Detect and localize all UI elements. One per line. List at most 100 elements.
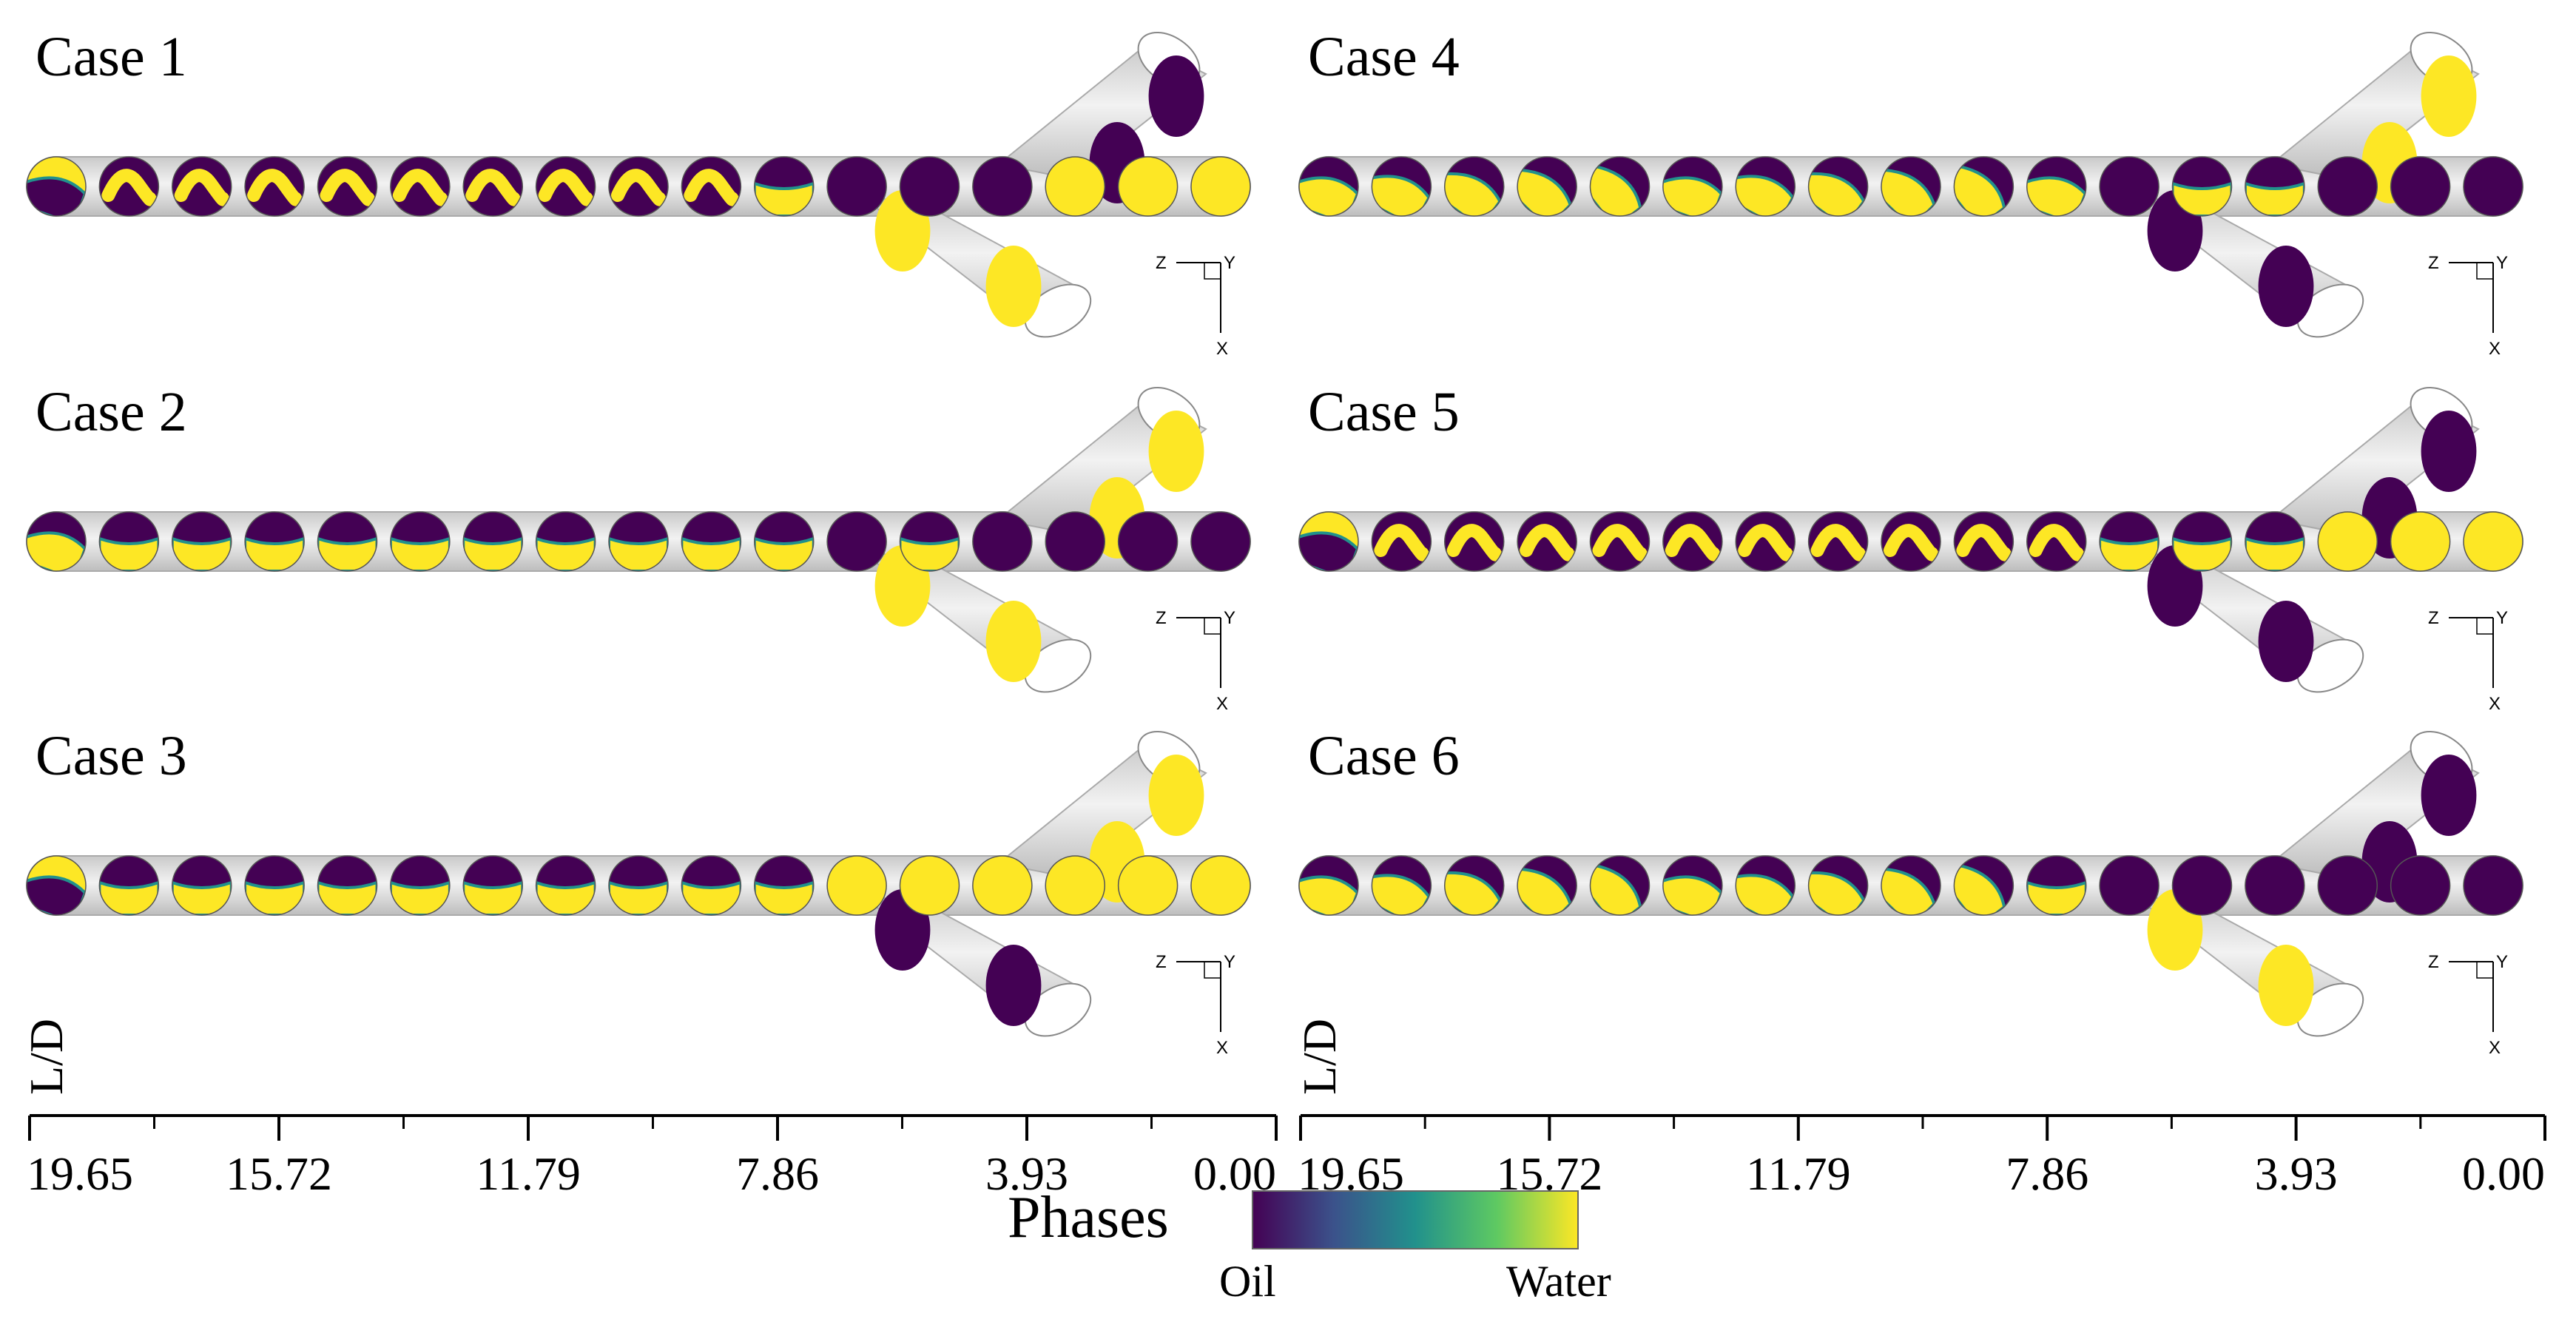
- section-outline: [826, 511, 887, 572]
- section-outline: [1045, 511, 1105, 572]
- pipe-cross-section: [244, 156, 305, 217]
- case-panel-6: Case 6 Z Y X: [1298, 725, 2523, 1058]
- phase-region: [463, 880, 523, 915]
- lower-branch-section: [985, 601, 1042, 682]
- phase-region: [1590, 864, 1642, 915]
- triad-y-label: Y: [1224, 608, 1235, 628]
- triad-y-label: Y: [2496, 608, 2508, 628]
- pipe-cross-section: [2463, 855, 2523, 916]
- pipe-cross-section: [2390, 511, 2451, 572]
- orientation-triad: Z Y X: [2428, 952, 2508, 1058]
- phase-region: [1520, 524, 1575, 561]
- section-outline: [1662, 855, 1723, 916]
- section-outline: [2099, 156, 2159, 217]
- phase-region: [99, 536, 159, 571]
- pipe-cross-section: [1371, 156, 1432, 217]
- lower-branch-outlet: [1024, 982, 1092, 1037]
- pipe-cross-section: [1045, 156, 1105, 217]
- pipe-cross-section: [608, 156, 669, 217]
- phase-region: [390, 880, 450, 915]
- section-fill: [1191, 856, 1250, 915]
- section-outline: [1735, 511, 1796, 572]
- phase-region: [463, 536, 523, 571]
- lower-branch-outlet: [1024, 283, 1092, 338]
- pipe-cross-section: [1190, 156, 1251, 217]
- section-outline: [826, 855, 887, 916]
- pipe-cross-section: [1517, 156, 1577, 217]
- pipe-cross-section: [608, 855, 669, 916]
- phase-region: [538, 169, 594, 206]
- section-outline: [98, 156, 160, 217]
- section-outline: [317, 156, 378, 217]
- pipe-cross-section: [2026, 156, 2087, 217]
- pipe-cross-section: [98, 156, 160, 217]
- pipe-cross-section: [2390, 855, 2451, 916]
- section-outline: [1371, 156, 1432, 217]
- phase-colorbar: [1252, 1190, 1579, 1249]
- section-outline: [98, 511, 160, 572]
- phase-region: [2100, 536, 2159, 571]
- orientation-triad: Z Y X: [1156, 608, 1235, 714]
- pipe-cross-section: [2317, 156, 2378, 217]
- section-fill: [1045, 856, 1105, 915]
- tick-label: 15.72: [226, 1147, 332, 1200]
- section-outline: [462, 156, 523, 217]
- section-outline: [2026, 156, 2087, 217]
- case-title: Case 4: [1308, 26, 1460, 88]
- case-title: Case 6: [1308, 725, 1460, 787]
- phase-region: [536, 880, 596, 915]
- pipe-cross-section: [317, 855, 378, 916]
- phase-region: [609, 880, 668, 915]
- pipe-cross-section: [1117, 855, 1179, 916]
- section-outline: [1298, 156, 1359, 217]
- phase-region: [320, 169, 376, 206]
- section-outline: [1589, 511, 1651, 572]
- pipe-scene: Z Y X: [1298, 386, 2523, 714]
- section-outline: [26, 156, 87, 217]
- section-outline: [2463, 156, 2523, 217]
- pipe-cross-section: [681, 156, 742, 217]
- section-outline: [1045, 855, 1105, 916]
- legend-title: Phases: [1008, 1185, 1169, 1250]
- phase-region: [1517, 168, 1572, 216]
- section-outline: [608, 855, 669, 916]
- section-outline: [681, 156, 742, 217]
- tick-label: 3.93: [985, 1147, 1068, 1200]
- pipe-cross-section: [317, 511, 378, 572]
- pipe-cross-section: [317, 156, 378, 217]
- section-outline: [244, 855, 305, 916]
- phase-region: [1954, 165, 2006, 216]
- legend-max-label: Water: [1506, 1257, 1611, 1306]
- case-title: Case 5: [1308, 381, 1460, 443]
- section-outline: [1953, 855, 2014, 916]
- pipe-cross-section: [1190, 855, 1251, 916]
- lower-branch-outlet: [2296, 982, 2364, 1037]
- section-outline: [2171, 156, 2233, 217]
- section-outline: [535, 156, 596, 217]
- phase-region: [1592, 524, 1648, 561]
- triad-x-label: X: [1216, 1038, 1228, 1058]
- pipe-cross-section: [462, 855, 523, 916]
- pipe-cross-section: [462, 511, 523, 572]
- section-fill: [972, 157, 1032, 216]
- section-outline: [317, 511, 378, 572]
- pipe-scene: Z Y X: [1298, 31, 2523, 359]
- pipe-cross-section: [2245, 156, 2305, 217]
- pipe-scene: Z Y X: [26, 31, 1251, 359]
- pipe-cross-section: [1589, 156, 1651, 217]
- section-outline: [1807, 511, 1869, 572]
- pipe-cross-section: [1662, 511, 1723, 572]
- pipe-cross-section: [972, 511, 1033, 572]
- section-fill: [1118, 856, 1178, 915]
- section-outline: [172, 855, 232, 916]
- triad-z-label: Z: [1156, 952, 1167, 972]
- axis-title: L/D: [1293, 1019, 1346, 1095]
- pipe-cross-section: [1953, 855, 2014, 916]
- section-fill: [827, 157, 887, 216]
- section-fill: [1191, 512, 1250, 571]
- phase-region: [2172, 536, 2232, 571]
- pipe-cross-section: [972, 855, 1033, 916]
- upper-branch-section: [2421, 55, 2477, 137]
- section-fill: [2318, 856, 2378, 915]
